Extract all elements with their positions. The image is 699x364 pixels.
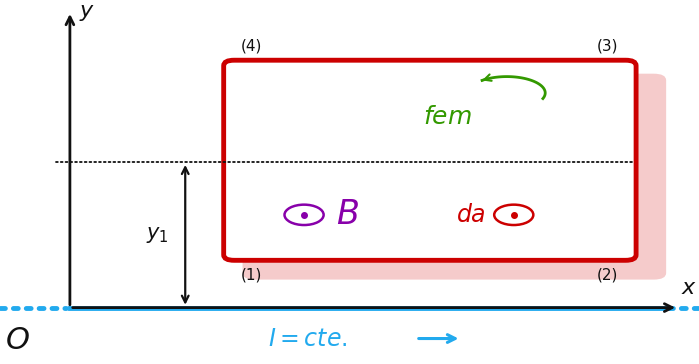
Text: $\mathbf{\mathit{B}}$: $\mathbf{\mathit{B}}$	[336, 198, 359, 232]
Text: (1): (1)	[241, 268, 263, 282]
Text: (3): (3)	[597, 38, 619, 53]
Text: $x$: $x$	[681, 278, 696, 298]
Text: (2): (2)	[597, 268, 619, 282]
Text: $y$: $y$	[80, 3, 95, 23]
FancyBboxPatch shape	[224, 60, 636, 260]
Text: $\mathit{fem}$: $\mathit{fem}$	[423, 104, 472, 128]
Text: $\mathit{da}$: $\mathit{da}$	[456, 203, 486, 227]
Text: $y_1$: $y_1$	[146, 225, 168, 245]
Text: (4): (4)	[241, 38, 263, 53]
Text: $\mathit{I{=}cte.}$: $\mathit{I{=}cte.}$	[268, 327, 347, 351]
Text: $\mathbf{\mathit{O}}$: $\mathbf{\mathit{O}}$	[5, 326, 30, 355]
FancyBboxPatch shape	[243, 74, 666, 280]
